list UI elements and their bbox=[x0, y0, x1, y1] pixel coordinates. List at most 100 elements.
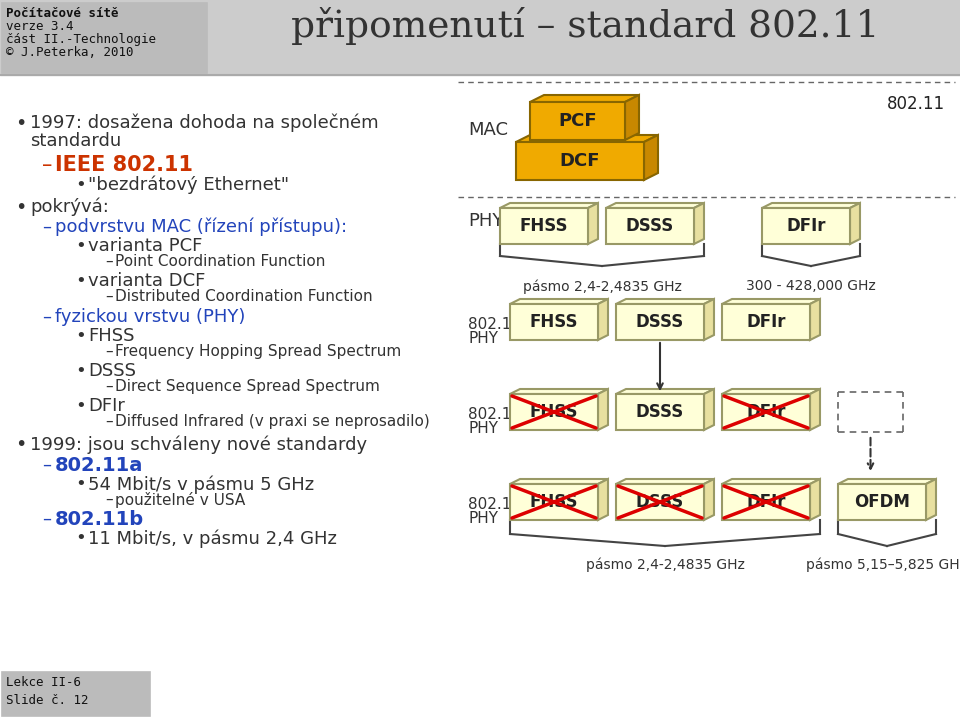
Text: pásmo 5,15–5,825 GHz: pásmo 5,15–5,825 GHz bbox=[806, 558, 960, 572]
Polygon shape bbox=[530, 95, 639, 102]
Text: podvrstvu MAC (řízení přístupu):: podvrstvu MAC (řízení přístupu): bbox=[55, 218, 348, 236]
Text: 1999: jsou schváleny nové standardy: 1999: jsou schváleny nové standardy bbox=[30, 435, 367, 454]
Text: –: – bbox=[105, 344, 112, 359]
Text: varianta DCF: varianta DCF bbox=[88, 272, 205, 290]
Text: •: • bbox=[15, 435, 26, 454]
Text: PHY: PHY bbox=[468, 331, 498, 346]
Polygon shape bbox=[616, 389, 714, 394]
Text: •: • bbox=[15, 198, 26, 217]
Text: pásmo 2,4-2,4835 GHz: pásmo 2,4-2,4835 GHz bbox=[522, 279, 682, 294]
Text: verze 3.4: verze 3.4 bbox=[6, 20, 74, 33]
Text: pokrývá:: pokrývá: bbox=[30, 198, 108, 217]
Bar bbox=[510, 484, 598, 520]
Bar bbox=[530, 102, 625, 140]
Text: FHSS: FHSS bbox=[88, 327, 134, 345]
Bar bbox=[838, 484, 926, 520]
Polygon shape bbox=[510, 389, 608, 394]
Polygon shape bbox=[762, 203, 860, 208]
Polygon shape bbox=[704, 479, 714, 520]
Text: Diffused Infrared (v praxi se neprosadilo): Diffused Infrared (v praxi se neprosadil… bbox=[115, 414, 430, 429]
Polygon shape bbox=[704, 389, 714, 430]
Text: DCF: DCF bbox=[560, 152, 600, 170]
Polygon shape bbox=[722, 389, 820, 394]
Bar bbox=[762, 208, 850, 244]
Text: připomenutí – standard 802.11: připomenutí – standard 802.11 bbox=[291, 7, 879, 45]
Text: 802.11: 802.11 bbox=[887, 95, 945, 113]
Text: DSSS: DSSS bbox=[636, 313, 684, 331]
Polygon shape bbox=[625, 95, 639, 140]
Text: –: – bbox=[105, 254, 112, 269]
Text: •: • bbox=[15, 114, 26, 133]
Text: –: – bbox=[42, 510, 51, 528]
Bar bbox=[2, 672, 150, 716]
Polygon shape bbox=[500, 203, 598, 208]
Text: Počítačové sítě: Počítačové sítě bbox=[6, 7, 118, 20]
Text: DFIr: DFIr bbox=[88, 397, 125, 415]
Text: 1997: dosažena dohoda na společném: 1997: dosažena dohoda na společném bbox=[30, 114, 378, 132]
Text: FHSS: FHSS bbox=[530, 493, 578, 511]
Text: PHY: PHY bbox=[468, 511, 498, 526]
Polygon shape bbox=[616, 299, 714, 304]
Text: DFIr: DFIr bbox=[746, 493, 785, 511]
Polygon shape bbox=[810, 479, 820, 520]
Text: –: – bbox=[105, 379, 112, 394]
Text: 802.11b: 802.11b bbox=[55, 510, 144, 529]
Text: PCF: PCF bbox=[558, 112, 597, 130]
Text: PHY: PHY bbox=[468, 212, 503, 230]
Bar bbox=[722, 484, 810, 520]
Text: –: – bbox=[105, 492, 112, 507]
Bar bbox=[510, 394, 598, 430]
Text: DSSS: DSSS bbox=[88, 362, 136, 380]
Text: IEEE 802.11: IEEE 802.11 bbox=[55, 155, 193, 175]
Polygon shape bbox=[598, 389, 608, 430]
Bar bbox=[616, 484, 704, 520]
Bar bbox=[606, 208, 694, 244]
Text: Slide č. 12: Slide č. 12 bbox=[6, 694, 88, 707]
Polygon shape bbox=[722, 299, 820, 304]
Text: Direct Sequence Spread Spectrum: Direct Sequence Spread Spectrum bbox=[115, 379, 380, 394]
Text: •: • bbox=[75, 529, 85, 547]
Text: 802.11: 802.11 bbox=[468, 317, 521, 332]
Bar bbox=[722, 304, 810, 340]
Polygon shape bbox=[838, 479, 936, 484]
Text: FHSS: FHSS bbox=[530, 403, 578, 421]
Text: FHSS: FHSS bbox=[530, 313, 578, 331]
Text: 802.11a: 802.11a bbox=[55, 456, 143, 475]
Text: © J.Peterka, 2010: © J.Peterka, 2010 bbox=[6, 46, 133, 59]
Text: FHSS: FHSS bbox=[519, 217, 568, 235]
Bar bbox=[510, 304, 598, 340]
Bar bbox=[2, 3, 207, 73]
Polygon shape bbox=[588, 203, 598, 244]
Polygon shape bbox=[616, 479, 714, 484]
Text: DSSS: DSSS bbox=[636, 493, 684, 511]
Text: •: • bbox=[75, 397, 85, 415]
Text: 300 - 428,000 GHz: 300 - 428,000 GHz bbox=[746, 279, 876, 293]
Polygon shape bbox=[598, 299, 608, 340]
Text: PHY: PHY bbox=[468, 421, 498, 436]
Polygon shape bbox=[850, 203, 860, 244]
Polygon shape bbox=[722, 479, 820, 484]
Bar bbox=[516, 142, 644, 180]
Text: 54 Mbit/s v pásmu 5 GHz: 54 Mbit/s v pásmu 5 GHz bbox=[88, 475, 314, 493]
Bar bbox=[616, 304, 704, 340]
Text: MAC: MAC bbox=[468, 121, 508, 139]
Polygon shape bbox=[516, 135, 658, 142]
Text: pásmo 2,4-2,4835 GHz: pásmo 2,4-2,4835 GHz bbox=[586, 558, 744, 572]
Text: –: – bbox=[42, 155, 53, 175]
Text: DFIr: DFIr bbox=[786, 217, 826, 235]
Polygon shape bbox=[644, 135, 658, 180]
Text: Point Coordination Function: Point Coordination Function bbox=[115, 254, 325, 269]
Text: fyzickou vrstvu (PHY): fyzickou vrstvu (PHY) bbox=[55, 308, 246, 326]
Text: DSSS: DSSS bbox=[626, 217, 674, 235]
Polygon shape bbox=[598, 479, 608, 520]
Text: –: – bbox=[42, 456, 51, 474]
Text: DFIr: DFIr bbox=[746, 403, 785, 421]
Polygon shape bbox=[926, 479, 936, 520]
Text: část II.-Technologie: část II.-Technologie bbox=[6, 33, 156, 46]
Text: •: • bbox=[75, 327, 85, 345]
Text: DSSS: DSSS bbox=[636, 403, 684, 421]
Text: "bezdrátový Ethernet": "bezdrátový Ethernet" bbox=[88, 176, 289, 194]
Polygon shape bbox=[606, 203, 704, 208]
Text: OFDM: OFDM bbox=[854, 493, 910, 511]
Text: Lekce II-6: Lekce II-6 bbox=[6, 676, 81, 689]
